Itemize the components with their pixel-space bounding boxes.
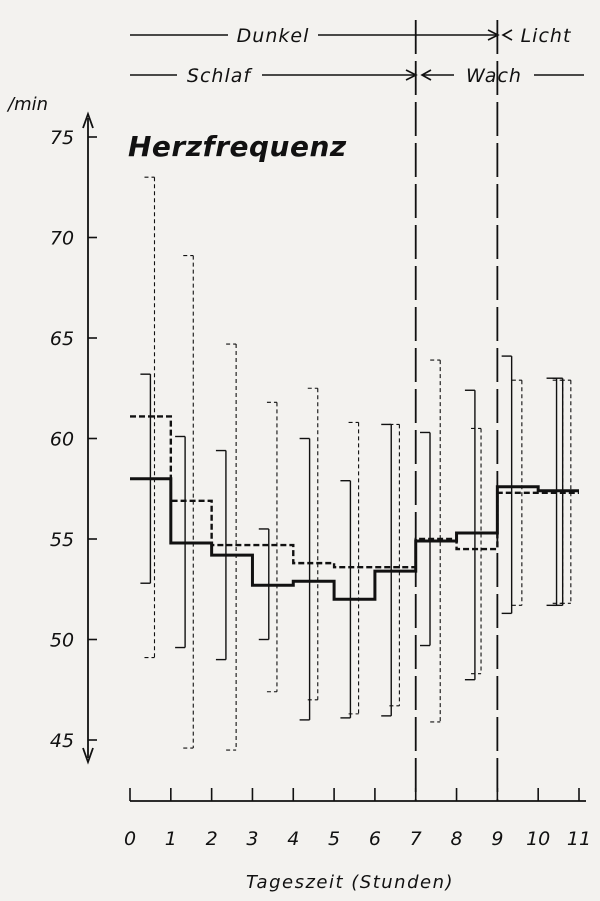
- chart-title: Herzfrequenz: [128, 130, 347, 163]
- error-bar-solid: [464, 389, 476, 681]
- x-tick-label: 6: [369, 828, 381, 850]
- error-bar-dashed: [226, 343, 237, 751]
- error-bar-dashed: [389, 423, 400, 707]
- band-label-schlaf: Schlaf: [187, 65, 253, 87]
- y-unit-label: /min: [6, 94, 48, 115]
- band-label-wach: Wach: [466, 65, 522, 87]
- error-bar-dashed: [144, 176, 156, 659]
- error-bar-dashed: [307, 387, 319, 701]
- x-tick-label: 0: [124, 828, 136, 850]
- y-axis-arrow-bottom: [82, 747, 94, 765]
- error-bar-dashed: [430, 359, 441, 723]
- error-bar-solid: [501, 355, 513, 615]
- y-tick-label: 60: [50, 429, 74, 451]
- x-tick-label: 4: [287, 828, 299, 850]
- error-bar-dashed: [560, 379, 572, 604]
- band-annotations: [130, 29, 584, 81]
- band-label-licht: Licht: [521, 25, 572, 47]
- x-ticks: 0 1 2 3 4 5 6 7 8 9 10 11: [124, 788, 591, 850]
- x-tick-label: 3: [246, 828, 258, 850]
- error-bars: [140, 176, 572, 751]
- y-tick-label: 55: [50, 529, 74, 551]
- x-tick-label: 8: [450, 828, 462, 850]
- series-line-dashed: [130, 415, 579, 569]
- x-tick-label: 11: [567, 828, 591, 850]
- x-tick-label: 5: [328, 828, 340, 850]
- y-tick-label: 65: [50, 328, 74, 350]
- y-tick-label: 70: [50, 228, 74, 250]
- x-tick-label: 7: [410, 828, 422, 850]
- error-bar-dashed: [471, 427, 482, 675]
- x-axis-title: Tageszeit (Stunden): [246, 872, 454, 893]
- y-tick-label: 75: [50, 127, 74, 149]
- error-bar-dashed: [266, 401, 278, 693]
- phase-separators: [414, 20, 499, 801]
- error-bar-dashed: [348, 421, 360, 715]
- y-ticks: 45 50 55 60 65 70 75: [50, 127, 97, 752]
- x-tick-label: 1: [165, 828, 177, 850]
- y-axis-arrow-top: [82, 111, 94, 129]
- x-tick-label: 2: [206, 828, 218, 850]
- y-tick-label: 45: [50, 730, 74, 752]
- data-series: [130, 415, 579, 601]
- y-tick-label: 50: [50, 630, 74, 652]
- x-tick-label: 9: [491, 828, 503, 850]
- band-label-dunkel: Dunkel: [237, 25, 310, 47]
- error-bar-solid: [299, 437, 311, 721]
- error-bar-dashed: [511, 379, 523, 606]
- x-tick-label: 10: [526, 828, 550, 850]
